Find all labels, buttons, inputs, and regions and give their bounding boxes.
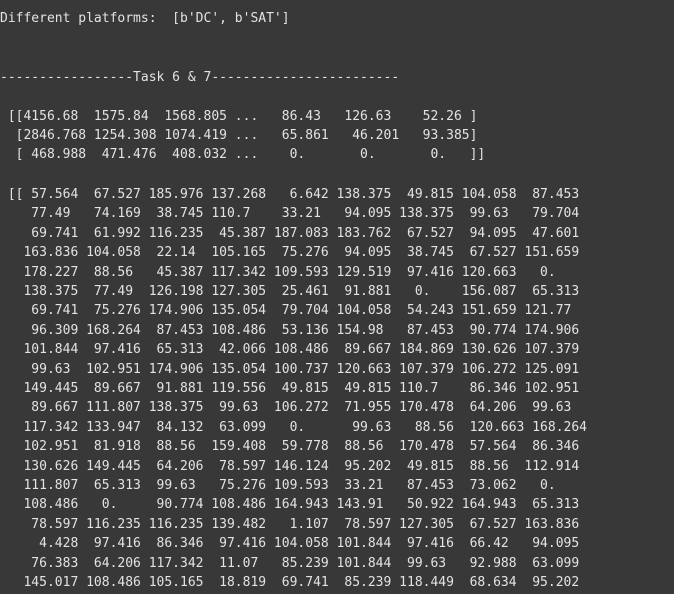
matrix-summary-row: [2846.768 1254.308 1074.419 ... 65.861 4… (0, 128, 478, 143)
array-row: 111.807 65.313 99.63 75.276 109.593 33.2… (0, 478, 556, 493)
array-row: 69.741 61.992 116.235 45.387 187.083 183… (0, 226, 580, 241)
array-row: 76.383 64.206 117.342 11.07 85.239 101.8… (0, 556, 580, 571)
array-row: 163.836 104.058 22.14 105.165 75.276 94.… (0, 245, 580, 260)
array-row: 78.597 116.235 116.235 139.482 1.107 78.… (0, 517, 580, 532)
array-row: 89.667 111.807 138.375 99.63 106.272 71.… (0, 400, 572, 415)
array-row: [[ 57.564 67.527 185.976 137.268 6.642 1… (0, 187, 580, 202)
array-row: 101.844 97.416 65.313 42.066 108.486 89.… (0, 342, 580, 357)
array-row: 108.486 0. 90.774 108.486 164.943 143.91… (0, 497, 580, 512)
array-row: 77.49 74.169 38.745 110.7 33.21 94.095 1… (0, 206, 580, 221)
array-row: 117.342 133.947 84.132 63.099 0. 99.63 8… (0, 420, 587, 435)
array-row: 149.445 89.667 91.881 119.556 49.815 49.… (0, 381, 580, 396)
task-header: -----------------Task 6 & 7-------------… (0, 70, 400, 85)
array-row: 130.626 149.445 64.206 78.597 146.124 95… (0, 459, 580, 474)
array-row: 138.375 77.49 126.198 127.305 25.461 91.… (0, 284, 580, 299)
matrix-summary-row: [ 468.988 471.476 408.032 ... 0. 0. 0. ]… (0, 147, 486, 162)
platforms-line: Different platforms: [b'DC', b'SAT'] (0, 11, 290, 26)
array-row: 69.741 75.276 174.906 135.054 79.704 104… (0, 303, 572, 318)
array-row: 96.309 168.264 87.453 108.486 53.136 154… (0, 323, 580, 338)
array-row: 99.63 102.951 174.906 135.054 100.737 12… (0, 362, 580, 377)
matrix-summary-row: [[4156.68 1575.84 1568.805 ... 86.43 126… (0, 109, 478, 124)
array-row: 4.428 97.416 86.346 97.416 104.058 101.8… (0, 536, 580, 551)
array-row: 145.017 108.486 105.165 18.819 69.741 85… (0, 575, 580, 590)
array-row: 102.951 81.918 88.56 159.408 59.778 88.5… (0, 439, 580, 454)
array-row: 178.227 88.56 45.387 117.342 109.593 129… (0, 265, 556, 280)
